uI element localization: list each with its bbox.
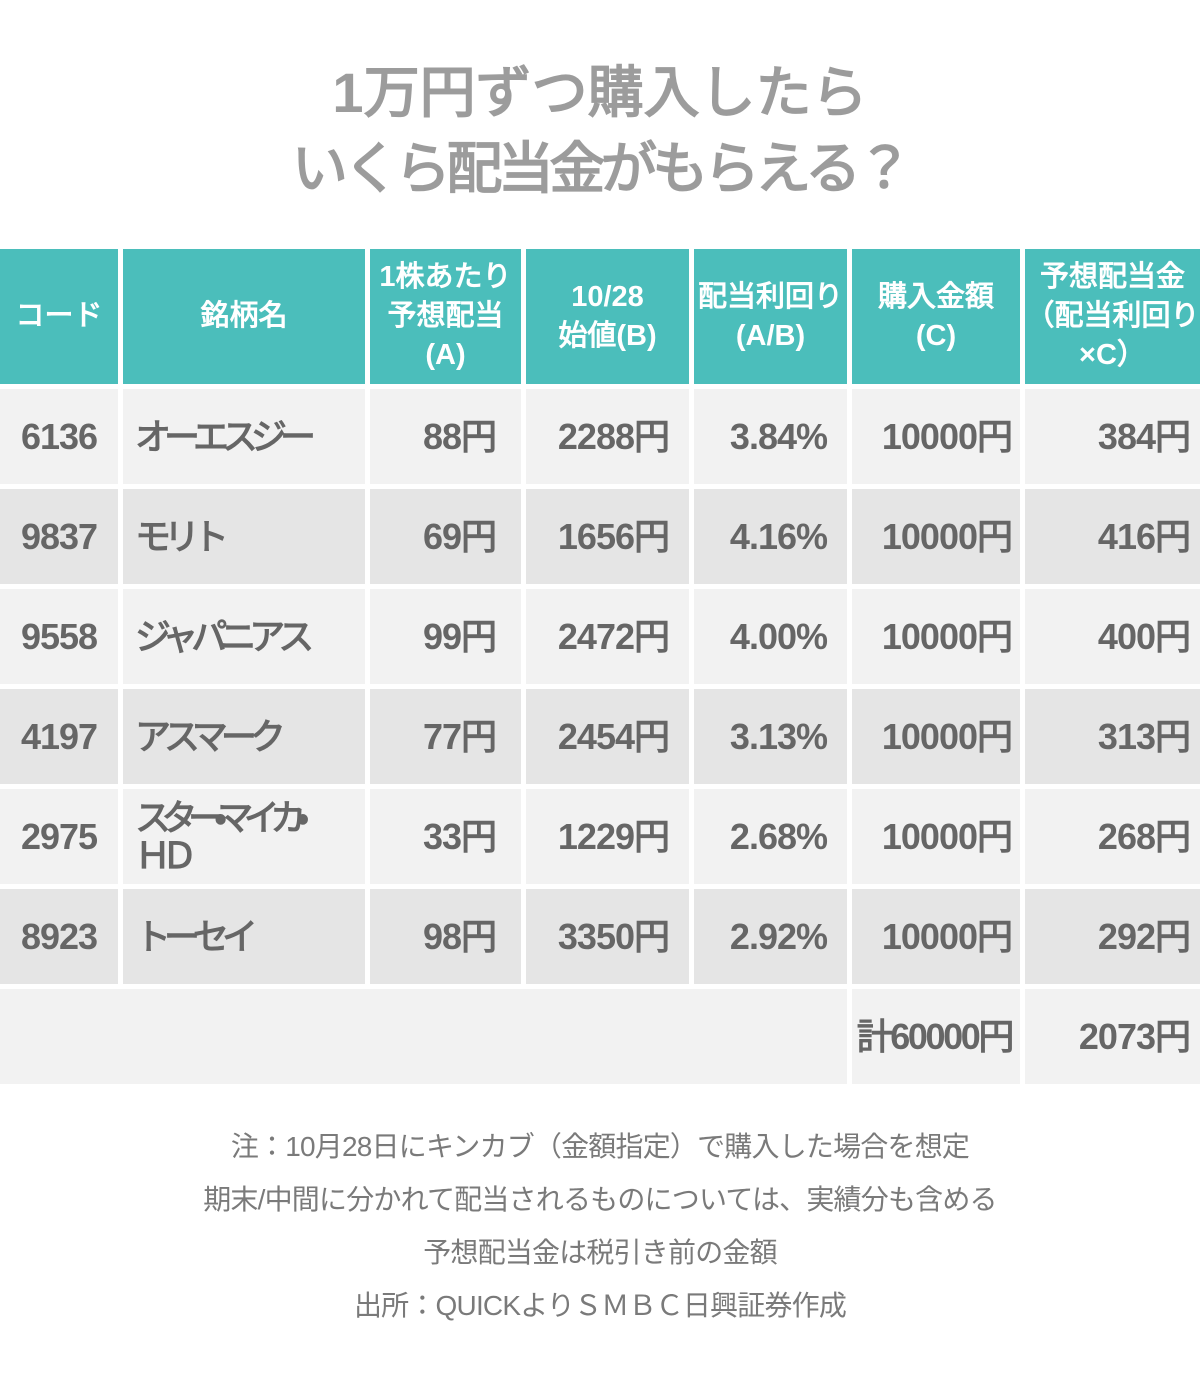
- column-header-line: 10/28: [571, 280, 644, 313]
- cell-name-text: ジャパニアス: [135, 615, 314, 657]
- cell-code: 9837: [0, 489, 118, 584]
- column-header-line: 予想配当金: [1039, 261, 1185, 293]
- cell-expected: 268円: [1025, 789, 1200, 884]
- cell-code: 4197: [0, 689, 118, 784]
- cell-yield: 3.84%: [694, 389, 847, 484]
- column-header-yield: 配当利回り (A/B): [694, 249, 847, 384]
- cell-expected: 292円: [1025, 889, 1200, 984]
- cell-name: モリト: [123, 489, 365, 584]
- cell-name: ジャパニアス: [123, 589, 365, 684]
- cell-dividend: 98円: [370, 889, 521, 984]
- cell-name: トーセイ: [123, 889, 365, 984]
- cell-yield: 3.13%: [694, 689, 847, 784]
- dividend-table: コード 銘柄名 1株あたり 予想配当 (A) 10/28 始値(B) 配当利回り…: [0, 249, 1200, 1084]
- cell-name-line: ＨＤ: [135, 834, 198, 876]
- cell-open: 2472円: [526, 589, 689, 684]
- cell-expected: 416円: [1025, 489, 1200, 584]
- column-header-line: 配当利回り: [697, 280, 843, 313]
- cell-yield: 2.68%: [694, 789, 847, 884]
- cell-name-text: オーエスジー: [135, 415, 316, 457]
- cell-code: 8923: [0, 889, 118, 984]
- cell-name: アスマーク: [123, 689, 365, 784]
- cell-name: スター・マイカ・ ＨＤ: [123, 789, 365, 884]
- cell-open: 2288円: [526, 389, 689, 484]
- column-header-code: コード: [0, 249, 118, 384]
- cell-purchase: 10000円: [852, 489, 1020, 584]
- cell-yield: 4.16%: [694, 489, 847, 584]
- cell-code: 2975: [0, 789, 118, 884]
- total-expected: 2073円: [1025, 989, 1200, 1084]
- footnote-line: 期末/中間に分かれて配当されるものについては、実績分も含める: [203, 1184, 997, 1215]
- cell-code: 6136: [0, 389, 118, 484]
- cell-name-text: アスマーク: [135, 715, 286, 757]
- column-header-expected: 予想配当金 （配当利回り ×C）: [1025, 249, 1200, 384]
- footnote-line: 注：10月28日にキンカブ（金額指定）で購入した場合を想定: [230, 1131, 970, 1162]
- cell-open: 1656円: [526, 489, 689, 584]
- column-header-open: 10/28 始値(B): [526, 249, 689, 384]
- column-header-purchase: 購入金額 (C): [852, 249, 1020, 384]
- cell-name-line: スター・マイカ・: [135, 796, 309, 838]
- cell-name-text: モリト: [135, 515, 229, 557]
- column-header-line: （配当利回り: [1025, 300, 1200, 332]
- cell-name-text: トーセイ: [135, 915, 258, 957]
- cell-purchase: 10000円: [852, 389, 1020, 484]
- cell-yield: 2.92%: [694, 889, 847, 984]
- column-header-line: (A): [425, 339, 466, 371]
- cell-purchase: 10000円: [852, 889, 1020, 984]
- cell-open: 2454円: [526, 689, 689, 784]
- title-line-2: いくら配当金がもらえる？: [291, 137, 913, 200]
- cell-expected: 384円: [1025, 389, 1200, 484]
- footnote-line: 予想配当金は税引き前の金額: [423, 1237, 777, 1268]
- total-purchase: 計60000円: [852, 989, 1020, 1084]
- cell-dividend: 77円: [370, 689, 521, 784]
- cell-open: 1229円: [526, 789, 689, 884]
- column-header-line: 始値(B): [558, 319, 657, 352]
- cell-expected: 400円: [1025, 589, 1200, 684]
- footnotes: 注：10月28日にキンカブ（金額指定）で購入した場合を想定 期末/中間に分かれて…: [0, 1120, 1200, 1332]
- footnote-line: 出所：QUICKよりＳＭＢＣ日興証券作成: [353, 1290, 847, 1321]
- column-header-line: 購入金額: [877, 280, 994, 313]
- column-header-line: 1株あたり: [379, 261, 512, 293]
- cell-yield: 4.00%: [694, 589, 847, 684]
- cell-purchase: 10000円: [852, 589, 1020, 684]
- cell-purchase: 10000円: [852, 689, 1020, 784]
- cell-purchase: 10000円: [852, 789, 1020, 884]
- cell-name: オーエスジー: [123, 389, 365, 484]
- column-header-name: 銘柄名: [123, 249, 365, 384]
- cell-dividend: 69円: [370, 489, 521, 584]
- cell-dividend: 88円: [370, 389, 521, 484]
- column-header-line: 予想配当: [387, 300, 504, 332]
- cell-open: 3350円: [526, 889, 689, 984]
- column-header-line: (C): [915, 319, 957, 352]
- column-header-line: コード: [15, 300, 103, 332]
- column-header-line: (A/B): [735, 319, 806, 352]
- cell-expected: 313円: [1025, 689, 1200, 784]
- cell-dividend: 33円: [370, 789, 521, 884]
- cell-dividend: 99円: [370, 589, 521, 684]
- cell-code: 9558: [0, 589, 118, 684]
- column-header-line: 銘柄名: [200, 300, 288, 332]
- page-title: 1万円ずつ購入したら いくら配当金がもらえる？: [0, 55, 1200, 207]
- column-header-dividend: 1株あたり 予想配当 (A): [370, 249, 521, 384]
- title-line-1: 1万円ずつ購入したら: [332, 61, 868, 124]
- total-row-spacer: [0, 989, 847, 1084]
- column-header-line: ×C）: [1079, 339, 1146, 371]
